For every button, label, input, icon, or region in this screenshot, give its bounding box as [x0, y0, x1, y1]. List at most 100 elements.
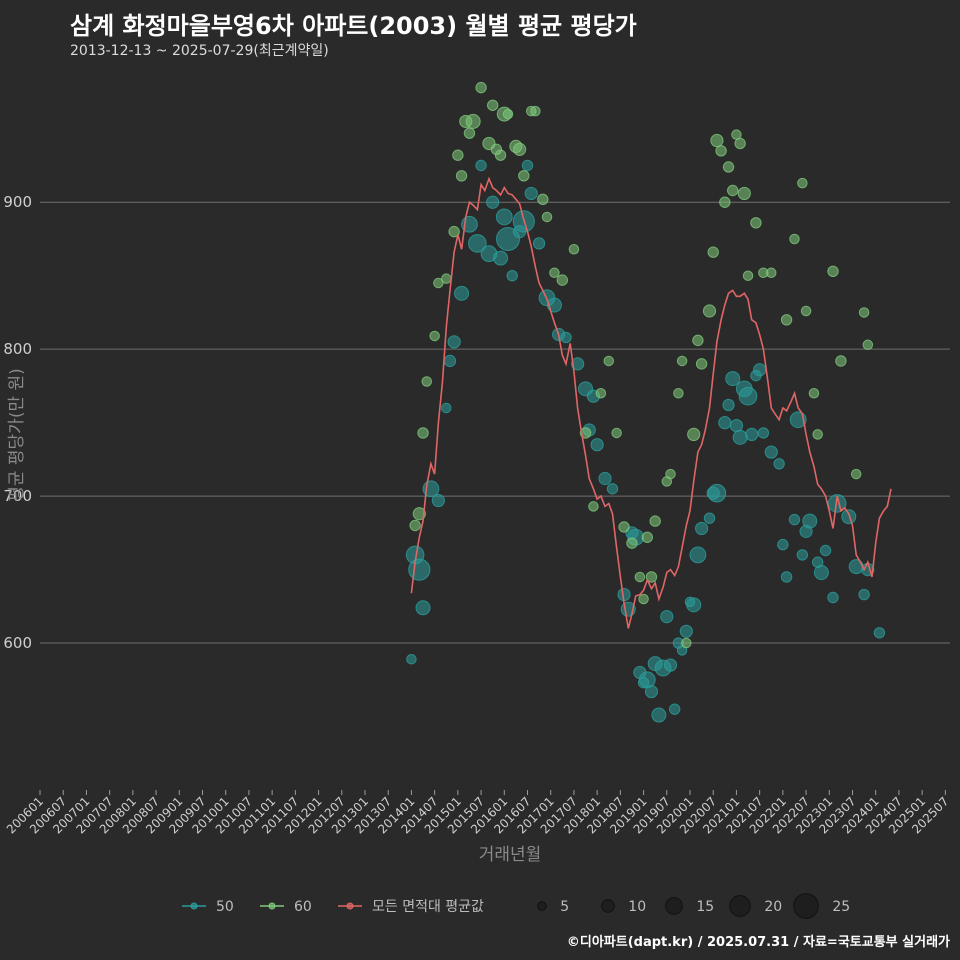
scatter-points: [405, 81, 886, 723]
data-point-60: [448, 225, 460, 238]
data-point-50: [745, 427, 759, 442]
data-point-60: [727, 184, 739, 197]
data-point-60: [797, 177, 808, 189]
data-point-60: [611, 427, 622, 439]
data-point-50: [443, 354, 457, 368]
data-point-60: [455, 170, 468, 182]
legend-label-mean: 모든 면적대 평균값: [372, 899, 484, 915]
data-point-50: [644, 684, 659, 699]
data-point-60: [800, 305, 812, 317]
data-point-50: [660, 610, 674, 624]
data-point-60: [568, 244, 580, 255]
legend-size-dot: [537, 901, 547, 911]
data-point-50: [524, 186, 538, 201]
legend-size-dot: [601, 899, 615, 913]
data-point-60: [692, 334, 704, 347]
legend-size-label: 20: [764, 899, 782, 915]
data-point-50: [475, 159, 487, 172]
data-point-60: [579, 427, 592, 439]
data-point-60: [750, 217, 762, 229]
data-point-60: [780, 314, 793, 326]
data-point-60: [463, 127, 476, 139]
legend-dot-50: [190, 902, 198, 910]
data-point-50: [813, 565, 829, 581]
data-point-50: [598, 471, 612, 486]
data-point-60: [827, 265, 839, 278]
data-point-60: [742, 270, 754, 281]
data-point-60: [734, 137, 746, 150]
data-point-50: [441, 402, 452, 414]
data-point-50: [447, 335, 461, 349]
data-point-50: [764, 445, 778, 459]
data-point-50: [454, 285, 470, 301]
data-point-50: [718, 416, 732, 430]
grid-lines: [40, 201, 950, 644]
data-point-60: [707, 246, 719, 258]
data-point-50: [468, 234, 487, 253]
data-point-60: [429, 330, 440, 342]
data-point-60: [465, 113, 481, 129]
data-point-60: [858, 307, 870, 318]
data-point-60: [417, 427, 429, 439]
mean-line: [410, 176, 892, 629]
data-point-50: [738, 386, 758, 406]
chart-title: 삼계 화정마을부영6차 아파트(2003) 월별 평균 평당가: [70, 12, 637, 40]
data-point-50: [848, 559, 864, 575]
data-point-60: [665, 468, 676, 480]
data-point-50: [663, 658, 678, 672]
data-point-60: [719, 196, 731, 208]
data-point-50: [722, 398, 735, 412]
data-point-60: [715, 145, 727, 157]
data-point-50: [493, 250, 509, 266]
data-point-60: [618, 521, 630, 533]
y-tick-label: 700: [3, 487, 32, 505]
y-tick-label: 900: [3, 193, 32, 211]
data-point-60: [641, 531, 653, 543]
data-point-50: [729, 418, 744, 433]
legend-dot-60: [268, 902, 276, 910]
y-tick-label: 800: [3, 340, 32, 358]
legend-size-label: 25: [832, 899, 850, 915]
data-point-50: [415, 600, 431, 616]
data-point-50: [773, 458, 785, 470]
data-point-60: [595, 388, 607, 399]
data-point-60: [549, 267, 560, 279]
data-point-50: [408, 558, 431, 581]
data-point-50: [571, 357, 585, 371]
data-point-50: [668, 703, 681, 715]
data-point-60: [789, 233, 800, 245]
data-point-50: [695, 521, 709, 536]
data-point-60: [862, 339, 874, 351]
data-point-50: [827, 591, 839, 604]
data-point-50: [777, 538, 789, 551]
chart-subtitle: 2013-12-13 ~ 2025-07-29(최근계약일): [70, 43, 329, 59]
data-point-50: [796, 549, 809, 561]
data-point-60: [441, 273, 452, 284]
legend-size-dot: [665, 897, 683, 915]
data-point-50: [858, 588, 870, 601]
data-point-50: [560, 331, 572, 344]
data-point-50: [689, 546, 707, 564]
data-point-50: [495, 208, 513, 226]
data-point-50: [757, 427, 770, 439]
legend-label-50: 50: [216, 899, 234, 915]
data-point-60: [486, 99, 499, 111]
data-point-60: [518, 170, 530, 182]
data-point-60: [808, 388, 820, 399]
legend-size-label: 5: [560, 899, 569, 915]
data-point-50: [590, 438, 604, 452]
y-axis-ticks: 600 700 800 900: [3, 193, 32, 652]
data-point-50: [707, 483, 727, 503]
data-point-60: [850, 468, 862, 480]
legend-size-label: 10: [628, 899, 646, 915]
data-point-60: [588, 501, 599, 512]
data-point-50: [788, 513, 801, 526]
data-point-50: [780, 571, 793, 583]
data-point-50: [406, 653, 417, 665]
legend-size-label: 15: [696, 899, 714, 915]
data-point-60: [530, 105, 541, 117]
data-point-50: [532, 237, 546, 250]
data-point-60: [687, 427, 701, 442]
data-point-60: [722, 161, 735, 173]
x-axis-title: 거래년월: [479, 845, 542, 865]
